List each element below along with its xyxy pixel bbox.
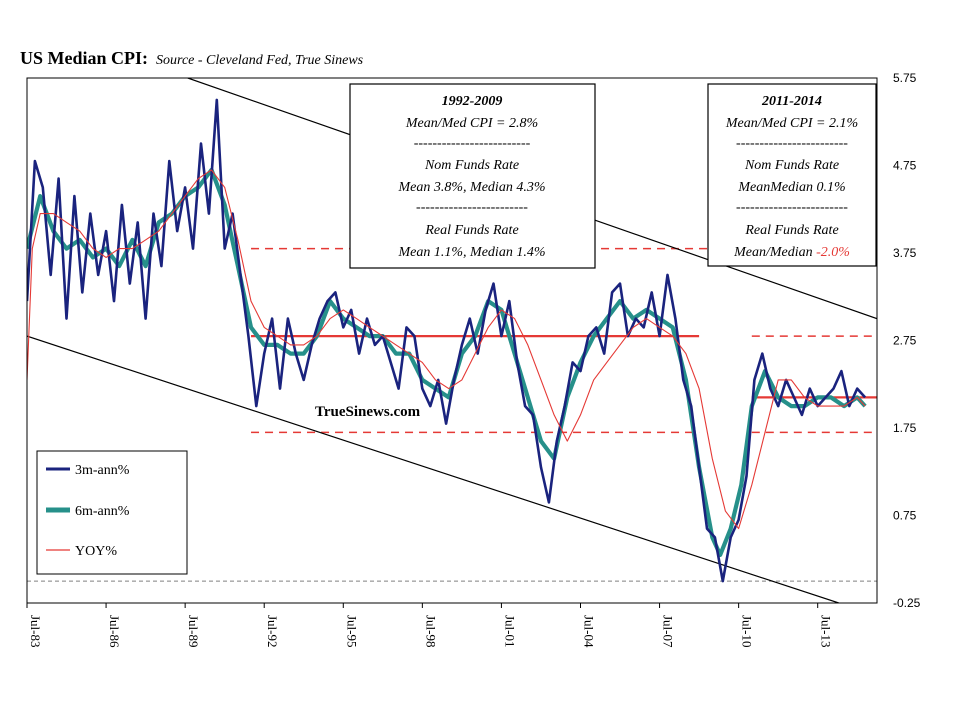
box-right-real-value: Mean/Median -2.0% [733, 245, 850, 260]
box-left-sep1: ------------------------- [414, 136, 531, 151]
box-left-real-label: Real Funds Rate [424, 223, 518, 238]
box-right-sep1: ------------------------ [736, 136, 848, 151]
watermark: TrueSinews.com [315, 404, 421, 420]
x-tick-label-4: Jul-95 [344, 615, 359, 648]
box-right-real-highlight: -2.0% [816, 245, 850, 260]
y-tick-label-0: 5.75 [893, 71, 917, 85]
box-left-nom-label: Nom Funds Rate [424, 158, 519, 173]
y-tick-label-2: 3.75 [893, 246, 917, 260]
annotation-box-1992-2009-frame [349, 83, 596, 269]
chart-subtitle: Source - Cleveland Fed, True Sinews [156, 53, 364, 68]
y-axis-ticks: 5.75 4.75 3.75 2.75 1.75 0.75 -0.25 [893, 71, 921, 610]
x-tick-label-0: Jul-83 [28, 615, 43, 648]
chart-title: US Median CPI: Source - Cleveland Fed, T… [20, 48, 363, 69]
box-right-cpi: Mean/Med CPI = 2.1% [725, 116, 858, 131]
x-tick-label-6: Jul-01 [502, 615, 517, 648]
y-tick-label-1: 4.75 [893, 159, 917, 173]
x-tick-label-7: Jul-04 [582, 615, 597, 648]
box-right-sep2: ------------------------ [736, 200, 848, 215]
x-tick-label-8: Jul-07 [661, 615, 676, 648]
box-left-real-value: Mean 1.1%, Median 1.4% [398, 245, 546, 260]
box-right-nom-value: MeanMedian 0.1% [737, 180, 845, 195]
y-tick-label-3: 2.75 [893, 334, 917, 348]
x-axis-ticks: Jul-83 Jul-86 Jul-89 Jul-92 Jul-95 Jul-98 Jul-… [26, 603, 834, 648]
plot-area-border [26, 77, 878, 604]
box-right-real-prefix: Mean/Median [733, 245, 816, 260]
annotation-box-2011-2014-frame [707, 83, 877, 267]
annotation-box-1992-2009: 1992-2009 Mean/Med CPI = 2.8% ----------… [349, 83, 596, 269]
legend-label-yoy: YOY% [75, 544, 117, 559]
x-tick-label-1: Jul-86 [107, 615, 122, 648]
y-tick-label-6: -0.25 [893, 596, 921, 610]
annotation-box-2011-2014: 2011-2014 Mean/Med CPI = 2.1% ----------… [707, 83, 877, 267]
y-tick-label-5: 0.75 [893, 509, 917, 523]
x-tick-label-5: Jul-98 [423, 615, 438, 648]
box-left-period: 1992-2009 [442, 94, 503, 109]
x-tick-label-3: Jul-92 [265, 615, 280, 648]
y-tick-label-4: 1.75 [893, 421, 917, 435]
legend-label-6m: 6m-ann% [75, 504, 130, 519]
series-group [27, 98, 867, 583]
x-tick-label-2: Jul-89 [186, 615, 201, 648]
box-left-nom-value: Mean 3.8%, Median 4.3% [398, 180, 546, 195]
x-tick-label-9: Jul-10 [740, 615, 755, 648]
trend-line-1 [27, 335, 839, 603]
legend: 3m-ann% 6m-ann% YOY% [36, 450, 188, 575]
legend-label-3m: 3m-ann% [75, 463, 130, 478]
series-line-yoy [27, 169, 866, 530]
box-left-cpi: Mean/Med CPI = 2.8% [405, 116, 538, 131]
x-tick-label-10: Jul-13 [819, 615, 834, 648]
chart-title-main: US Median CPI: [20, 48, 149, 68]
box-right-nom-label: Nom Funds Rate [744, 158, 839, 173]
box-left-sep2: ------------------------ [416, 200, 528, 215]
box-right-real-label: Real Funds Rate [744, 223, 838, 238]
box-right-period: 2011-2014 [761, 94, 822, 109]
